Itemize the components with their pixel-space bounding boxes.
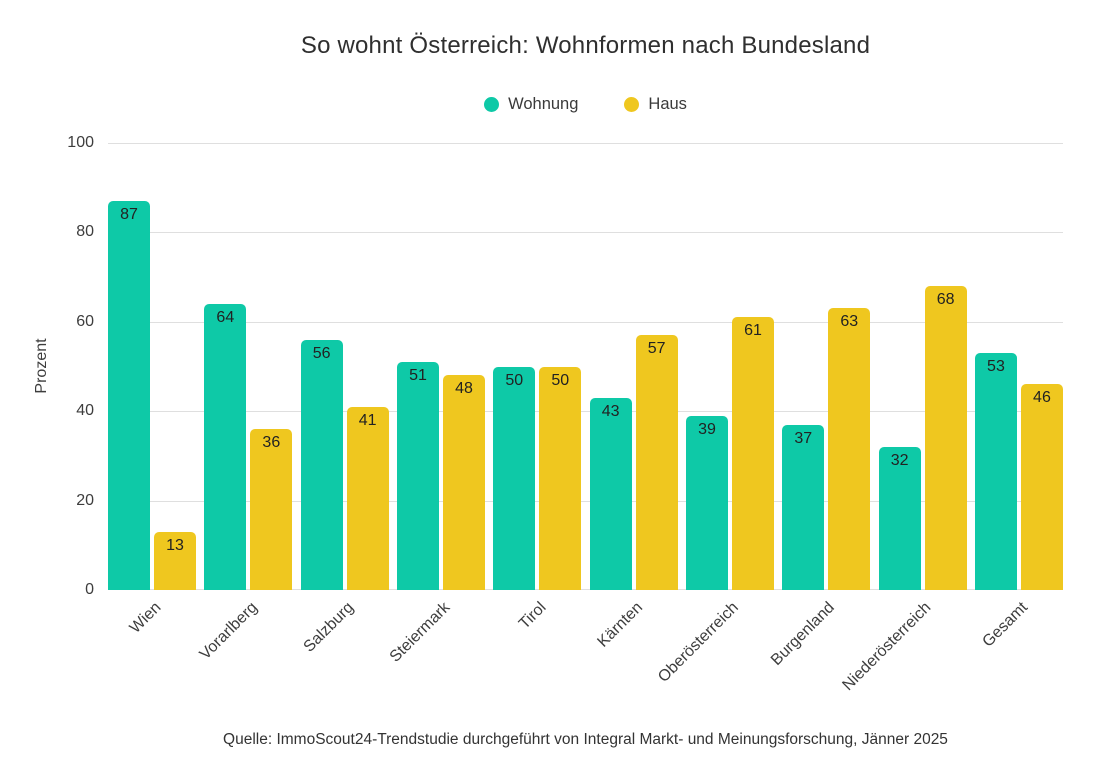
bar-haus: 61	[731, 317, 774, 590]
y-tick-label: 40	[76, 402, 94, 420]
bar-haus: 68	[924, 286, 967, 590]
bar-group: 50 50 Tirol	[493, 143, 582, 633]
gridline	[108, 143, 1063, 144]
bar-wohnung: 43	[589, 397, 632, 590]
bar-haus: 36	[250, 429, 293, 590]
bar-haus: 63	[828, 308, 871, 590]
bar-group: 43 57 Kärnten	[589, 143, 678, 651]
x-tick-label: Kärnten	[594, 599, 646, 651]
bar-haus: 41	[346, 406, 389, 590]
bar-value-label: 50	[505, 371, 524, 389]
bar-value-label: 56	[312, 344, 331, 362]
bar-wohnung: 87	[108, 201, 150, 590]
y-tick-label: 20	[76, 491, 94, 509]
bar-value-label: 13	[166, 536, 184, 554]
legend-dot-wohnung-icon	[484, 97, 500, 112]
bar-haus: 50	[539, 366, 582, 590]
bar-value-label: 46	[1033, 389, 1051, 407]
source-note: Quelle: ImmoScout24-Trendstudie durchgef…	[223, 731, 948, 748]
legend-dot-haus-icon	[624, 97, 640, 112]
bar-value-label: 68	[936, 291, 955, 309]
x-tick-label: Gesamt	[979, 599, 1031, 651]
bar-wohnung: 56	[300, 339, 343, 590]
bar-group: 51 48 Steiermark	[386, 143, 485, 666]
bar-value-label: 36	[262, 434, 281, 452]
x-tick-label: Steiermark	[386, 599, 454, 666]
gridline	[108, 500, 1063, 502]
bar-wohnung: 51	[396, 362, 439, 590]
y-tick-label: 60	[76, 312, 94, 330]
gridline	[108, 589, 1063, 590]
y-tick-label: 100	[67, 134, 94, 151]
x-tick-label: Wien	[126, 599, 165, 637]
bar-value-label: 48	[455, 380, 473, 398]
bar-haus: 13	[154, 531, 196, 590]
bar-value-label: 87	[120, 206, 138, 224]
plot-area: 0 20 40 60 80 100 87 13 Wien 64 36 Vorarlberg 56 41 Sa…	[67, 134, 1063, 694]
bar-group: 32 68 Niederösterreich	[840, 143, 967, 694]
bar-value-label: 50	[551, 371, 570, 389]
bar-haus: 57	[635, 335, 678, 590]
bar-value-label: 39	[698, 420, 716, 438]
bar-wohnung: 32	[878, 446, 921, 590]
bar-value-label: 63	[840, 313, 859, 331]
bar-value-label: 37	[794, 429, 813, 447]
legend-label-wohnung: Wohnung	[508, 95, 579, 113]
chart-title: So wohnt Österreich: Wohnformen nach Bun…	[300, 32, 871, 59]
x-tick-label: Burgenland	[768, 599, 839, 669]
bar-value-label: 53	[987, 358, 1005, 376]
bar-group: 56 41 Salzburg	[300, 143, 389, 656]
bars-layer: 87 13 Wien 64 36 Vorarlberg 56 41 Salzburg 51 48 St…	[108, 143, 1063, 694]
legend-item-haus: Haus	[624, 95, 687, 114]
bar-wohnung: 64	[204, 303, 247, 590]
bar-group: 64 36 Vorarlberg	[196, 143, 293, 663]
y-tick-label: 80	[76, 223, 94, 241]
bar-value-label: 57	[647, 340, 666, 358]
x-tick-label: Tirol	[515, 599, 550, 633]
bar-value-label: 32	[890, 451, 909, 469]
x-tick-label: Vorarlberg	[196, 599, 261, 664]
bar-value-label: 41	[358, 411, 377, 429]
y-tick-label: 0	[85, 581, 94, 598]
gridline	[108, 411, 1063, 413]
bar-wohnung: 53	[974, 353, 1017, 590]
gridline	[108, 232, 1063, 234]
legend-item-wohnung: Wohnung	[484, 95, 578, 114]
bar-value-label: 61	[744, 322, 762, 340]
x-tick-label: Oberösterreich	[655, 599, 742, 686]
bar-wohnung: 37	[782, 424, 825, 590]
y-axis-title: Prozent	[33, 338, 50, 394]
bar-haus: 46	[1020, 384, 1063, 590]
bar-group: 39 61 Oberösterreich	[655, 143, 774, 686]
bar-wohnung: 39	[685, 415, 728, 590]
bar-haus: 48	[442, 375, 485, 590]
chart-legend: Wohnung Haus	[108, 95, 1063, 114]
gridline	[108, 321, 1063, 323]
x-tick-label: Salzburg	[299, 599, 357, 656]
bar-value-label: 43	[601, 402, 620, 420]
x-tick-label: Niederösterreich	[839, 599, 935, 695]
bar-wohnung: 50	[493, 366, 536, 590]
bar-value-label: 64	[216, 308, 235, 326]
bar-group: 87 13 Wien	[108, 143, 196, 637]
bar-group: 37 63 Burgenland	[768, 143, 871, 669]
legend-label-haus: Haus	[648, 95, 687, 113]
bar-group: 53 46 Gesamt	[974, 143, 1063, 651]
bar-value-label: 51	[409, 367, 427, 385]
